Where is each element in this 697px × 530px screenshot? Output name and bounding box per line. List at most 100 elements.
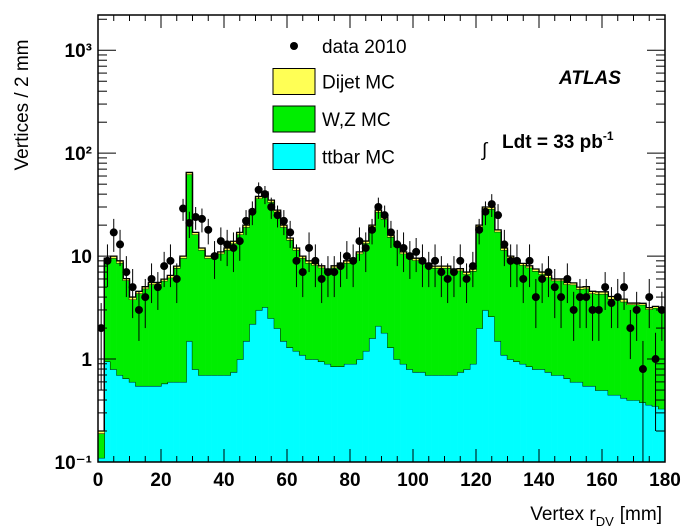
histogram-bar xyxy=(280,340,288,462)
data-point xyxy=(443,274,452,283)
histogram-bar xyxy=(248,323,256,462)
data-point xyxy=(431,256,440,265)
histogram-bar xyxy=(192,368,200,462)
data-point xyxy=(248,207,257,216)
histogram-bar xyxy=(286,239,294,348)
histogram-bar xyxy=(242,226,250,342)
histogram-bar xyxy=(261,306,269,462)
histogram-bar xyxy=(349,363,357,462)
histogram-bar xyxy=(538,368,546,462)
histogram-bar xyxy=(204,257,212,376)
data-point xyxy=(317,274,326,283)
plot-area xyxy=(98,171,665,462)
histogram-bar xyxy=(110,257,118,370)
data-point xyxy=(235,237,244,246)
histogram-bar xyxy=(217,253,225,376)
data-point xyxy=(468,262,477,271)
histogram-bar xyxy=(450,374,458,462)
data-point xyxy=(242,216,251,225)
histogram-bar xyxy=(532,368,540,462)
histogram-bar xyxy=(368,337,376,462)
x-tick-label: 180 xyxy=(649,470,681,491)
data-point xyxy=(368,225,377,234)
legend-label: ttbar MC xyxy=(322,148,395,169)
data-point xyxy=(512,256,521,265)
data-point xyxy=(349,256,358,265)
histogram-bar xyxy=(595,389,603,462)
histogram-bar xyxy=(608,394,615,462)
histogram-bar xyxy=(255,309,262,462)
histogram-bar xyxy=(179,257,187,383)
histogram-bar xyxy=(248,211,256,325)
histogram-bar xyxy=(299,354,307,462)
data-point xyxy=(588,305,597,314)
histogram-bar xyxy=(312,358,319,462)
data-point xyxy=(166,256,175,265)
histogram-bar xyxy=(356,253,363,360)
data-point xyxy=(197,214,206,223)
x-axis-label-main: Vertex r xyxy=(530,504,596,525)
histogram-bar xyxy=(570,381,577,462)
histogram-bar xyxy=(620,301,628,399)
histogram-bar xyxy=(185,173,193,342)
histogram-bar xyxy=(469,363,477,462)
histogram-bar xyxy=(129,381,137,462)
histogram-bar xyxy=(387,236,395,348)
histogram-bar xyxy=(286,347,294,462)
histogram-bar xyxy=(98,433,105,458)
histogram-bar xyxy=(305,262,313,360)
x-tick-label: 140 xyxy=(523,470,555,491)
data-point xyxy=(128,283,137,292)
histogram-bar xyxy=(356,358,363,462)
x-tick-label: 120 xyxy=(460,470,492,491)
histogram-bar xyxy=(179,381,187,462)
histogram-bar xyxy=(463,368,470,462)
data-point xyxy=(550,283,559,292)
data-point xyxy=(645,293,654,302)
data-point xyxy=(191,212,200,221)
histogram-bar xyxy=(362,350,370,462)
histogram-bar xyxy=(601,389,609,462)
x-tick-label: 60 xyxy=(276,470,297,491)
data-point xyxy=(330,268,339,277)
data-point xyxy=(361,243,370,252)
histogram-bar xyxy=(393,358,401,462)
histogram-bar xyxy=(293,350,300,462)
legend-swatch xyxy=(272,105,316,133)
histogram-bar xyxy=(375,325,382,462)
histogram-bar xyxy=(494,231,502,342)
legend-label: W,Z MC xyxy=(322,110,391,131)
data-point xyxy=(267,203,276,212)
data-point xyxy=(210,252,219,261)
y-tick-label: 10⁻¹ xyxy=(55,453,93,474)
data-point xyxy=(519,274,528,283)
histogram-bar xyxy=(274,211,281,329)
data-point xyxy=(336,262,345,271)
histogram-bar xyxy=(116,374,124,462)
data-point xyxy=(557,293,566,302)
histogram-bar xyxy=(267,201,275,319)
luminosity-exponent: -1 xyxy=(603,129,614,143)
data-point xyxy=(292,256,301,265)
data-point xyxy=(116,240,125,249)
luminosity-text: Ldt = 33 pb xyxy=(502,132,603,153)
histogram-bar xyxy=(633,399,641,462)
data-point xyxy=(538,274,547,283)
histogram-bar xyxy=(507,358,514,462)
data-point xyxy=(424,262,433,271)
data-point xyxy=(487,200,496,209)
histogram-bar xyxy=(122,378,130,462)
x-tick-label: 0 xyxy=(93,470,104,491)
data-point xyxy=(179,204,188,213)
histogram-bar xyxy=(557,374,565,462)
histogram-bar xyxy=(198,374,206,462)
histogram-bar xyxy=(274,327,281,462)
data-point xyxy=(147,274,156,283)
histogram-bar xyxy=(148,385,155,462)
histogram-bar xyxy=(217,374,225,462)
data-point xyxy=(204,225,213,234)
histogram-bar xyxy=(116,262,124,376)
histogram-bar xyxy=(431,374,439,462)
histogram-bar xyxy=(318,361,326,462)
histogram-bar xyxy=(305,358,313,462)
